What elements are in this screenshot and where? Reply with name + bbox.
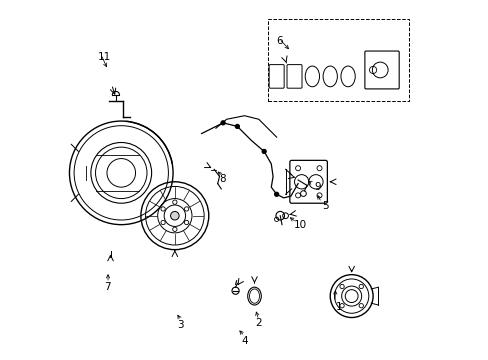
Text: 5: 5 [322, 201, 328, 211]
Text: 9: 9 [313, 182, 320, 192]
Circle shape [235, 124, 239, 129]
Bar [267, 19, 408, 102]
Circle shape [170, 211, 179, 220]
Circle shape [221, 121, 225, 125]
Text: 2: 2 [255, 318, 261, 328]
Text: 7: 7 [104, 282, 111, 292]
Circle shape [231, 287, 239, 294]
Text: 4: 4 [241, 337, 248, 346]
Text: 10: 10 [293, 220, 306, 230]
Circle shape [262, 149, 266, 154]
Circle shape [274, 192, 278, 197]
Text: 1: 1 [335, 302, 342, 312]
Text: 6: 6 [275, 36, 282, 46]
Text: 11: 11 [98, 52, 111, 62]
Text: 8: 8 [219, 174, 225, 184]
Text: 3: 3 [177, 320, 183, 330]
